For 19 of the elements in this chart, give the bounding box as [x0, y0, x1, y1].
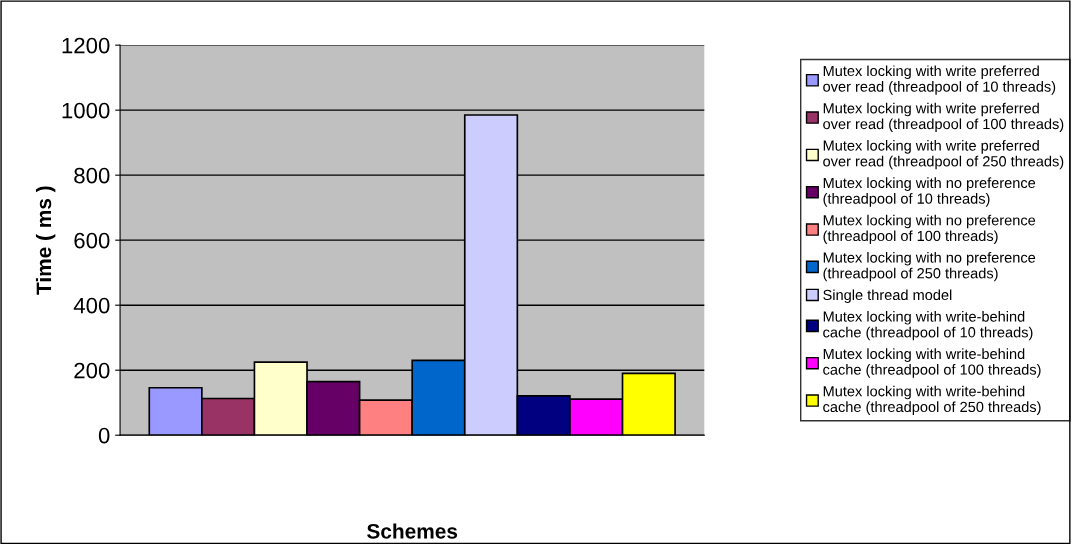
legend-label: Mutex locking with write preferred over read (threadpool of 250 threads)	[823, 140, 1064, 170]
y-axis-title: Time ( ms )	[35, 186, 56, 295]
legend-label: Mutex locking with no preference (threadpool of 10 threads)	[823, 177, 1036, 207]
legend-label: Mutex locking with no preference (threadpool of 100 threads)	[823, 214, 1036, 244]
legend-label: Mutex locking with write-behind cache (threadpool of 10 threads)	[823, 311, 1033, 341]
y-tick-label: 800	[74, 167, 110, 184]
legend-label: Single thread model	[823, 289, 952, 303]
legend-label: Mutex locking with write preferred over read (threadpool of 100 threads)	[823, 102, 1064, 133]
y-tick-label: 1000	[62, 102, 110, 119]
legend-label: Mutex locking with write preferred over read (threadpool of 10 threads)	[823, 65, 1056, 95]
legend-label: Mutex locking with no preference (threadpool of 250 threads)	[823, 252, 1036, 282]
y-tick-label: 0	[98, 427, 110, 444]
x-axis-title: Schemes	[367, 523, 458, 539]
y-tick-label: 200	[74, 362, 110, 379]
legend-label: Mutex locking with write-behind cache (threadpool of 100 threads)	[823, 348, 1041, 378]
y-tick-label: 1200	[62, 37, 110, 54]
legend-label: Mutex locking with write-behind cache (threadpool of 250 threads)	[823, 385, 1041, 415]
y-tick-label: 400	[73, 297, 110, 314]
y-tick-label: 600	[74, 232, 110, 249]
